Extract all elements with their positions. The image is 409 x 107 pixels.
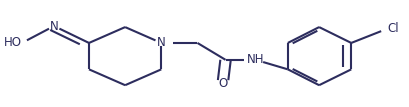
Text: NH: NH — [247, 53, 265, 66]
Text: N: N — [49, 20, 58, 33]
Text: HO: HO — [4, 36, 22, 49]
Text: Cl: Cl — [387, 22, 399, 35]
Text: N: N — [157, 36, 166, 49]
Text: O: O — [218, 77, 227, 90]
